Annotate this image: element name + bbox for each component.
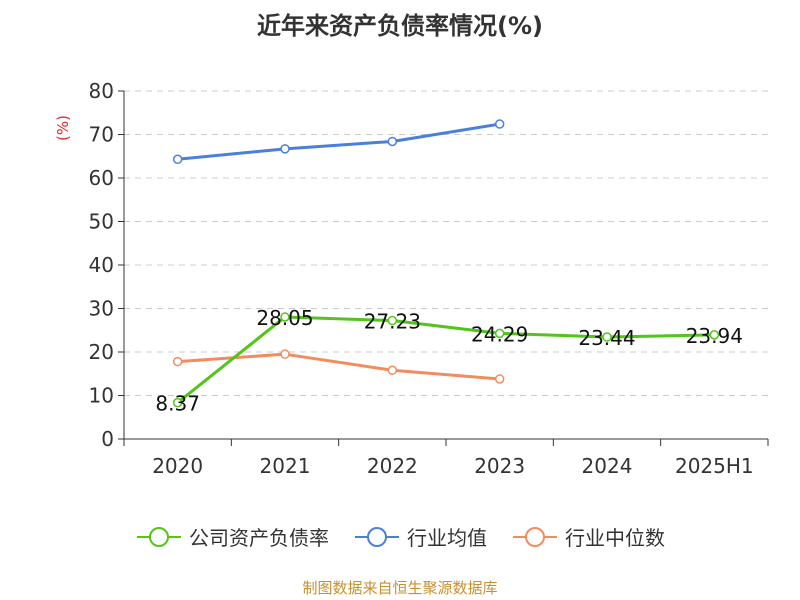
legend-swatch-icon	[135, 525, 183, 549]
data-point	[602, 332, 612, 342]
series-line	[177, 122, 500, 161]
data-point	[494, 328, 505, 339]
grid-lines	[124, 90, 768, 396]
x-tick-label: 2024	[582, 454, 633, 478]
data-label: 8.37	[155, 392, 200, 416]
data-point	[494, 119, 505, 129]
legend-item[interactable]: 行业中位数	[511, 522, 665, 551]
data-label: 23.44	[578, 326, 635, 350]
x-axis: 2020 2021 2022 2023 2024 2025H1	[123, 438, 769, 478]
series-line	[176, 315, 715, 404]
series-line	[177, 352, 500, 381]
legend-label: 行业中位数	[565, 526, 665, 550]
y-tick-label: 30	[89, 297, 114, 321]
data-point	[387, 315, 398, 326]
source-note: 制图数据来自恒生聚源数据库	[302, 579, 498, 597]
y-tick-label: 10	[89, 384, 114, 408]
y-axis-label: (%)	[54, 115, 72, 141]
data-point	[172, 356, 183, 367]
y-tick-label: 60	[89, 166, 114, 190]
data-point	[709, 330, 720, 340]
legend-swatch-icon	[353, 525, 401, 549]
data-point	[172, 154, 183, 165]
data-label: 24.29	[471, 322, 528, 346]
legend: 公司资产负债率 行业均值 行业中位数	[0, 522, 800, 551]
data-labels: 8.37 28.05 27.23 24.29 23.44 23.94	[155, 306, 743, 416]
y-tick-label: 50	[89, 210, 114, 234]
data-label: 27.23	[364, 310, 421, 334]
y-axis: 0 10 20 30 40 50 60 70 80 (%)	[54, 79, 125, 451]
data-point	[387, 136, 398, 147]
x-tick-label: 2020	[152, 454, 203, 478]
data-label: 23.94	[686, 324, 743, 348]
y-tick-label: 20	[89, 340, 114, 364]
x-tick-label: 2022	[367, 454, 418, 478]
y-tick-label: 40	[89, 253, 114, 277]
legend-swatch-icon	[511, 525, 559, 549]
x-tick-label: 2025H1	[675, 454, 754, 478]
chart-title: 近年来资产负债率情况(%)	[257, 12, 543, 40]
data-point	[387, 365, 398, 376]
data-point	[280, 144, 290, 154]
y-tick-label: 70	[89, 123, 114, 147]
legend-item[interactable]: 公司资产负债率	[135, 522, 329, 551]
legend-item[interactable]: 行业均值	[353, 522, 487, 551]
data-label: 28.05	[256, 306, 313, 330]
data-point	[280, 349, 290, 359]
x-tick-label: 2023	[474, 454, 525, 478]
x-tick-label: 2021	[260, 454, 311, 478]
data-point	[494, 374, 505, 384]
data-point	[280, 312, 290, 322]
data-point	[172, 397, 183, 408]
series-layer	[172, 119, 720, 408]
legend-label: 行业均值	[407, 526, 487, 550]
y-tick-label: 80	[89, 79, 114, 103]
legend-label: 公司资产负债率	[189, 526, 329, 550]
y-tick-label: 0	[101, 427, 114, 451]
